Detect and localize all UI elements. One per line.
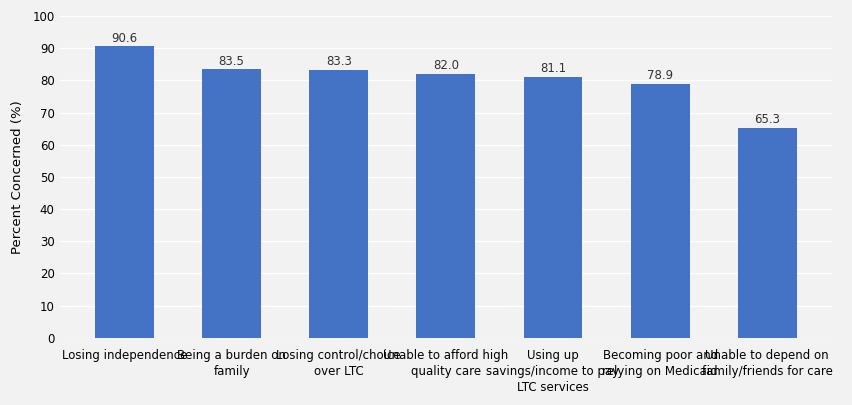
Text: 81.1: 81.1 (539, 62, 566, 75)
Bar (737, 128, 796, 338)
Text: 83.3: 83.3 (325, 55, 351, 68)
Bar (95, 46, 154, 338)
Bar (309, 70, 368, 338)
Bar (202, 69, 261, 338)
Text: 90.6: 90.6 (112, 32, 137, 45)
Text: 82.0: 82.0 (432, 60, 458, 72)
Text: 83.5: 83.5 (218, 55, 245, 68)
Bar (630, 84, 688, 338)
Y-axis label: Percent Concerned (%): Percent Concerned (%) (11, 100, 24, 254)
Text: 78.9: 78.9 (647, 69, 672, 82)
Text: 65.3: 65.3 (753, 113, 780, 126)
Bar (416, 74, 475, 338)
Bar (523, 77, 582, 338)
